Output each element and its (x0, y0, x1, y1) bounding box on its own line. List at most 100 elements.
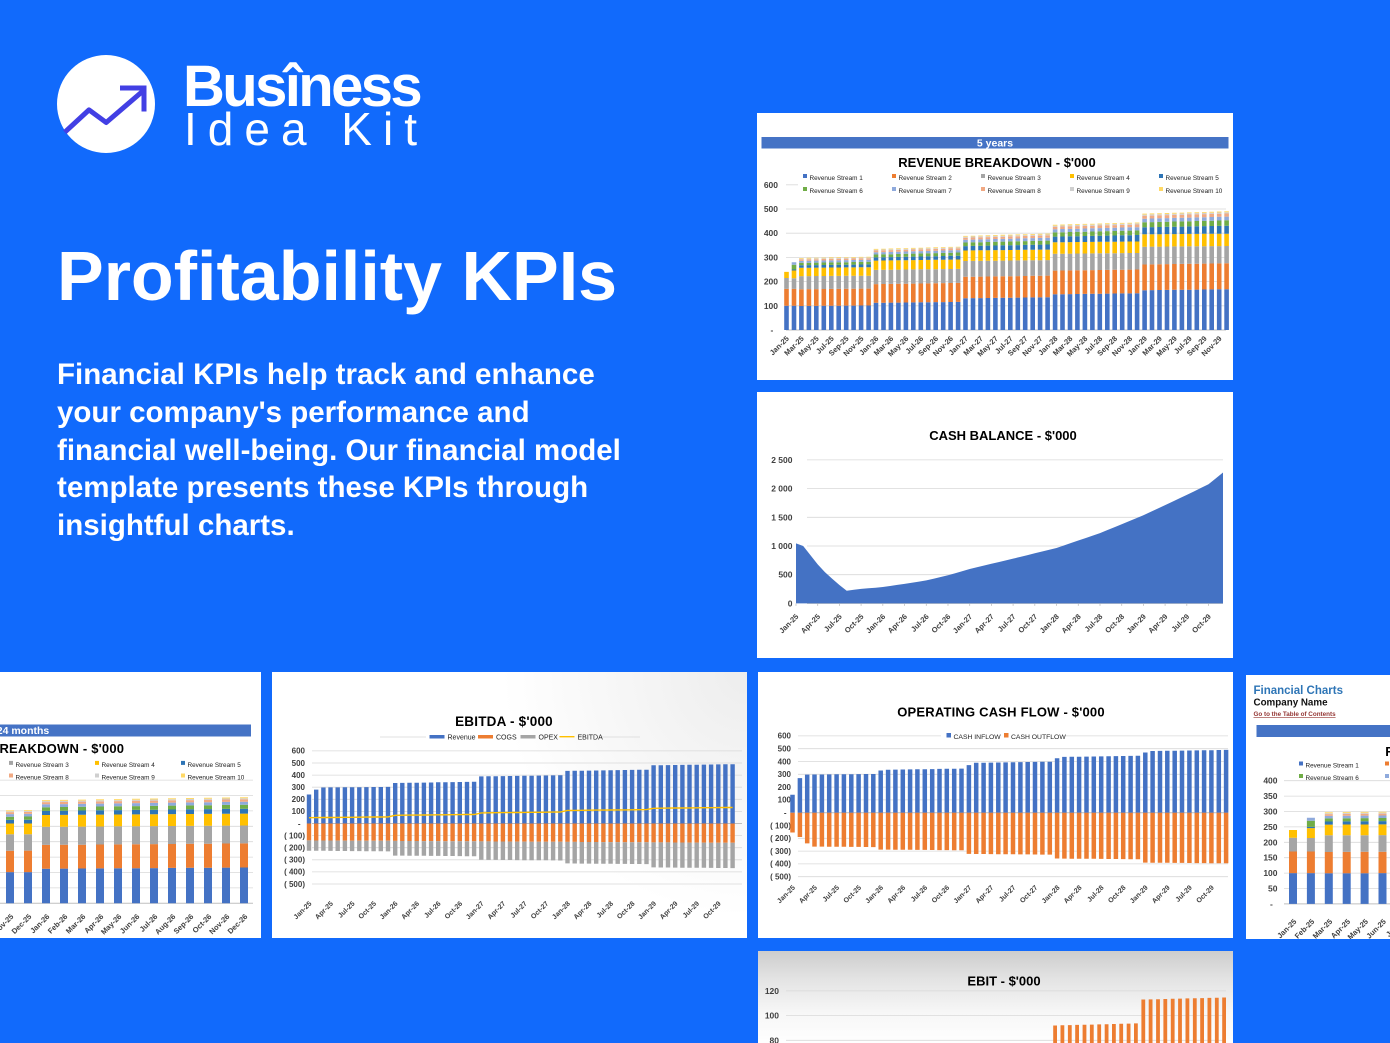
svg-text:Revenue Stream 3: Revenue Stream 3 (16, 762, 70, 769)
svg-text:Oct-27: Oct-27 (1019, 884, 1039, 904)
svg-text:200: 200 (777, 783, 791, 792)
svg-text:Revenue Stream 8: Revenue Stream 8 (988, 188, 1042, 195)
svg-text:Sep-26: Sep-26 (172, 912, 196, 936)
svg-text:80: 80 (769, 1035, 779, 1043)
svg-text:Apr-26: Apr-26 (886, 612, 909, 635)
svg-text:500: 500 (291, 759, 305, 768)
svg-text:May-26: May-26 (99, 912, 123, 936)
svg-text:Financial Charts: Financial Charts (1253, 685, 1342, 697)
svg-text:Jan-27: Jan-27 (951, 612, 974, 635)
svg-text:Revenue Stream 1: Revenue Stream 1 (810, 175, 864, 182)
svg-text:350: 350 (1263, 791, 1277, 801)
svg-text:Apr-26: Apr-26 (886, 884, 907, 905)
svg-text:Jun-25: Jun-25 (1364, 917, 1387, 939)
svg-text:Oct-28: Oct-28 (1107, 884, 1127, 904)
svg-text:Mar-26: Mar-26 (64, 912, 87, 935)
svg-text:( 500): ( 500) (770, 873, 791, 882)
svg-text:300: 300 (291, 783, 305, 792)
svg-text:EBITDA: EBITDA (577, 735, 603, 742)
svg-text:2 500: 2 500 (771, 455, 793, 465)
svg-text:CASH BALANCE - $'000: CASH BALANCE - $'000 (929, 428, 1077, 443)
svg-text:OPEX: OPEX (538, 735, 558, 742)
svg-text:EBIT - $'000: EBIT - $'000 (967, 973, 1040, 988)
svg-text:Revenue Stream 10: Revenue Stream 10 (188, 775, 245, 782)
svg-text:100: 100 (1263, 868, 1277, 878)
svg-text:Apr-25: Apr-25 (798, 884, 819, 905)
svg-text:REVENUE BREAKDOWN - $'000: REVENUE BREAKDOWN - $'000 (1385, 744, 1390, 759)
svg-text:-: - (768, 325, 778, 335)
svg-text:-: - (295, 819, 304, 828)
svg-text:Jan-26: Jan-26 (378, 900, 399, 921)
svg-text:Jan-25: Jan-25 (292, 900, 313, 921)
svg-text:500: 500 (764, 204, 778, 214)
svg-text:Revenue Stream 7: Revenue Stream 7 (899, 188, 953, 195)
svg-text:Jan-26: Jan-26 (864, 612, 887, 635)
svg-text:Jul-26: Jul-26 (423, 900, 442, 919)
svg-text:Revenue Stream 5: Revenue Stream 5 (1166, 175, 1220, 182)
svg-text:400: 400 (1263, 775, 1277, 785)
svg-text:Revenue Stream 1: Revenue Stream 1 (1305, 762, 1359, 769)
svg-text:Jul-27: Jul-27 (996, 612, 1018, 634)
svg-text:Apr-27: Apr-27 (973, 612, 996, 635)
svg-text:Oct-26: Oct-26 (930, 884, 950, 904)
svg-text:1 500: 1 500 (771, 512, 793, 522)
svg-text:Jul-25: Jul-25 (337, 900, 356, 919)
svg-text:EBITDA - $'000: EBITDA - $'000 (455, 714, 553, 729)
svg-text:100: 100 (764, 1010, 778, 1020)
svg-text:Revenue Stream 8: Revenue Stream 8 (16, 775, 70, 782)
svg-text:400: 400 (777, 757, 791, 766)
svg-text:250: 250 (1263, 821, 1277, 831)
svg-text:Revenue Stream 6: Revenue Stream 6 (1305, 775, 1359, 782)
svg-text:Jul-29: Jul-29 (1174, 884, 1193, 903)
svg-text:REVENUE BREAKDOWN - $'000: REVENUE BREAKDOWN - $'000 (898, 155, 1095, 170)
svg-text:400: 400 (764, 228, 778, 238)
svg-text:( 400): ( 400) (770, 860, 791, 869)
svg-text:200: 200 (291, 795, 305, 804)
svg-text:Revenue Stream 2: Revenue Stream 2 (899, 175, 953, 182)
svg-text:CASH INFLOW: CASH INFLOW (953, 734, 1001, 741)
svg-text:Jan-26: Jan-26 (864, 884, 885, 905)
svg-text:Apr-29: Apr-29 (1151, 884, 1172, 905)
svg-text:300: 300 (764, 252, 778, 262)
svg-text:Jul-25: Jul-25 (821, 884, 840, 903)
svg-text:Revenue Stream 5: Revenue Stream 5 (188, 762, 242, 769)
svg-text:Oct-29: Oct-29 (1195, 884, 1215, 904)
svg-text:Revenue Stream 4: Revenue Stream 4 (102, 762, 156, 769)
svg-text:150: 150 (1263, 852, 1277, 862)
svg-text:Go to the Table of Contents: Go to the Table of Contents (1253, 711, 1336, 718)
svg-text:Apr-28: Apr-28 (1060, 612, 1083, 635)
svg-text:Oct-27: Oct-27 (529, 900, 549, 920)
svg-text:Apr-25: Apr-25 (799, 612, 822, 635)
svg-text:Revenue Stream 6: Revenue Stream 6 (810, 188, 864, 195)
svg-text:( 500): ( 500) (284, 880, 305, 889)
svg-text:Oct-29: Oct-29 (702, 900, 722, 920)
svg-text:Jul-29: Jul-29 (681, 900, 700, 919)
svg-text:-: - (1267, 898, 1277, 908)
svg-text:Jan-29: Jan-29 (637, 900, 658, 921)
svg-text:120: 120 (764, 985, 778, 995)
svg-text:Jan-25: Jan-25 (777, 612, 800, 635)
svg-text:Oct-26: Oct-26 (443, 900, 463, 920)
svg-text:5 years: 5 years (977, 138, 1013, 150)
svg-text:( 300): ( 300) (770, 847, 791, 856)
svg-text:( 100): ( 100) (770, 821, 791, 830)
svg-text:Oct-25: Oct-25 (842, 884, 862, 904)
svg-text:Jan-27: Jan-27 (952, 884, 973, 905)
svg-text:Apr-28: Apr-28 (572, 900, 593, 921)
svg-text:Apr-25: Apr-25 (314, 900, 335, 921)
svg-text:Oct-25: Oct-25 (357, 900, 377, 920)
svg-text:200: 200 (1263, 837, 1277, 847)
svg-text:Jul-28: Jul-28 (1083, 612, 1105, 634)
svg-text:Jan-29: Jan-29 (1129, 884, 1150, 905)
svg-text:Jul-26: Jul-26 (909, 612, 931, 634)
svg-text:Jan-28: Jan-28 (1038, 612, 1061, 635)
svg-text:Apr-28: Apr-28 (1062, 884, 1083, 905)
svg-text:( 100): ( 100) (284, 831, 305, 840)
svg-text:Dec-26: Dec-26 (226, 912, 250, 936)
svg-text:0: 0 (788, 598, 793, 608)
svg-text:1 000: 1 000 (771, 541, 793, 551)
svg-text:Oct-25: Oct-25 (843, 612, 866, 635)
svg-text:Apr-29: Apr-29 (658, 900, 679, 921)
svg-text:( 200): ( 200) (284, 844, 305, 853)
svg-text:Jul-25: Jul-25 (1384, 917, 1390, 939)
